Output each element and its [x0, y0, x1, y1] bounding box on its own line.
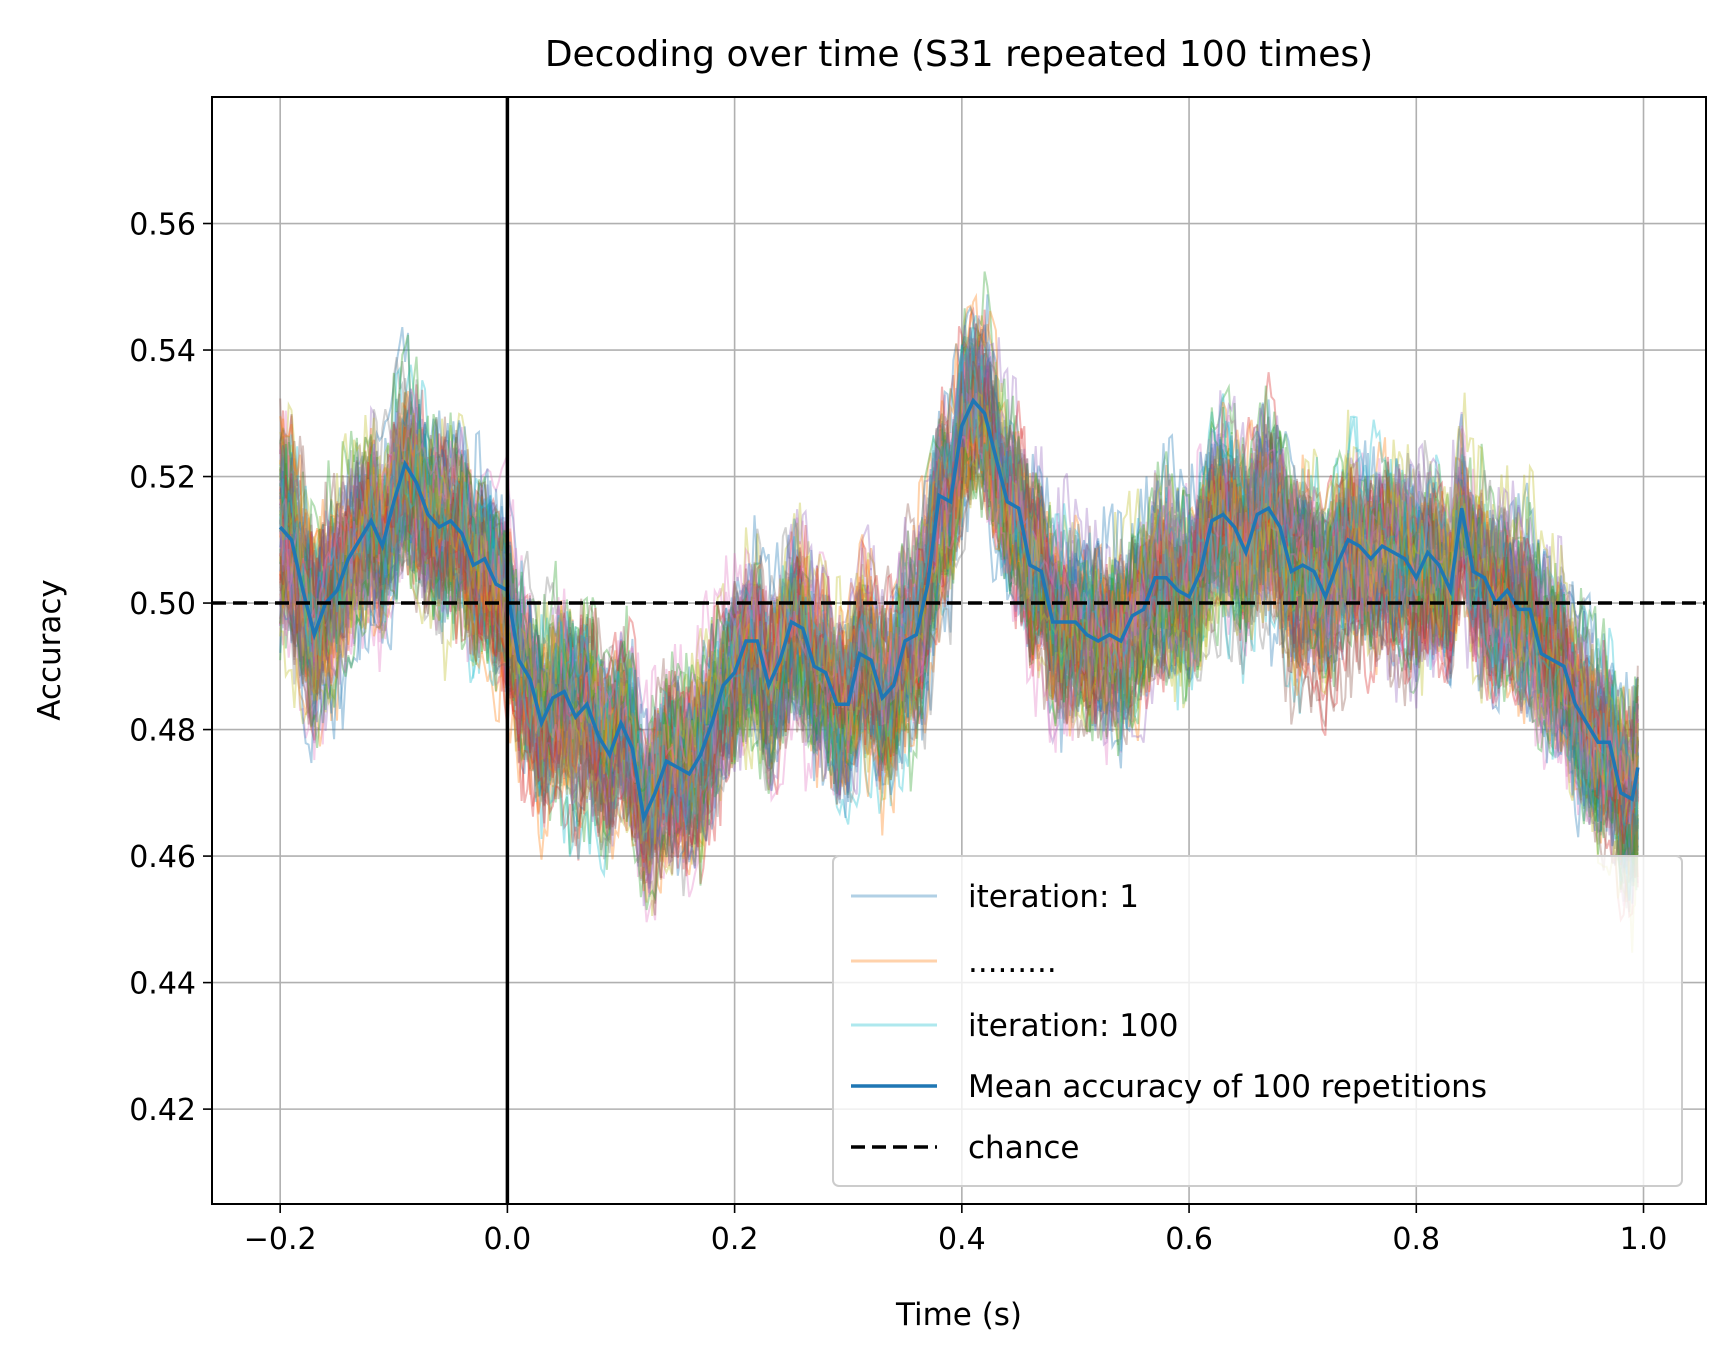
x-tick-label: 0.6: [1165, 1222, 1213, 1257]
x-axis-ticks: −0.2 0.0 0.2 0.4 0.6 0.8 1.0: [244, 1204, 1668, 1257]
legend: iteration: 1......... iteration: 100 Mean …: [832, 855, 1683, 1187]
y-axis-label: Accuracy: [32, 579, 68, 721]
axes-frame: [211, 96, 1707, 1205]
legend-label: iteration: 100: [968, 1008, 1178, 1044]
legend-label: chance: [968, 1130, 1079, 1166]
reference-lines: [212, 97, 1706, 1204]
y-tick-label: 0.54: [129, 334, 196, 369]
legend-box: [832, 855, 1683, 1187]
x-tick-label: 0.0: [484, 1222, 532, 1257]
y-tick-label: 0.56: [129, 208, 196, 243]
x-tick-label: 1.0: [1620, 1222, 1668, 1257]
y-tick-label: 0.50: [129, 587, 196, 622]
x-tick-label: −0.2: [244, 1222, 317, 1257]
y-tick-label: 0.44: [129, 967, 196, 1002]
x-axis-label: Time (s): [895, 1297, 1022, 1333]
y-tick-label: 0.42: [129, 1093, 196, 1128]
x-tick-label: 0.8: [1392, 1222, 1440, 1257]
chart-title: Decoding over time (S31 repeated 100 tim…: [545, 34, 1373, 75]
y-tick-label: 0.52: [129, 461, 196, 496]
y-axis-ticks: 0.42 0.44 0.46 0.48 0.50 0.52 0.54 0.56: [129, 208, 212, 1128]
y-tick-label: 0.48: [129, 714, 196, 749]
plot-area: [212, 97, 1706, 1204]
x-tick-label: 0.4: [938, 1222, 986, 1257]
legend-label: .........: [968, 944, 1057, 980]
legend-label: Mean accuracy of 100 repetitions: [968, 1069, 1487, 1105]
y-tick-label: 0.46: [129, 840, 196, 875]
x-tick-label: 0.2: [711, 1222, 759, 1257]
legend-label: iteration: 1: [968, 879, 1139, 915]
